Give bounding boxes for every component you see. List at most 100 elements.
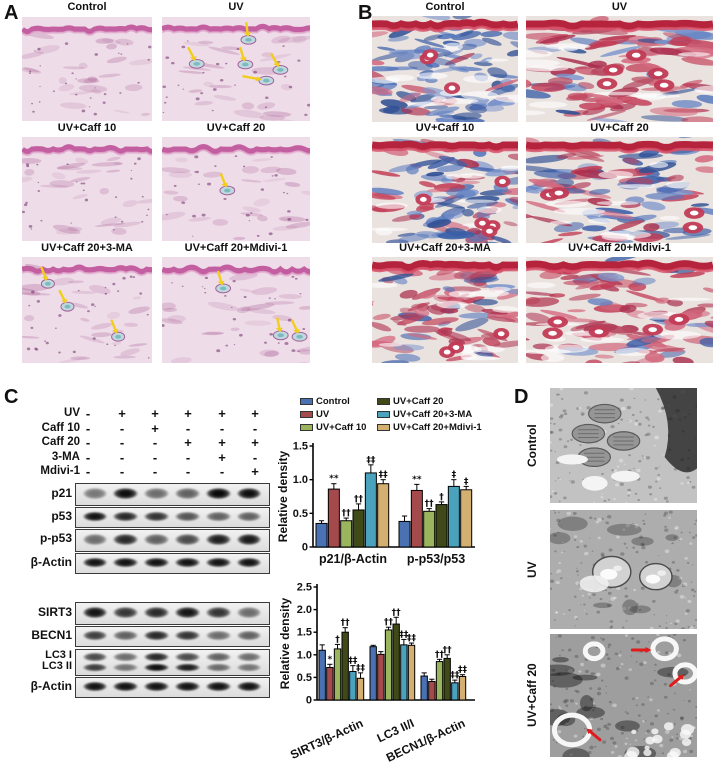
legend-label: UV [316, 409, 330, 420]
blot-band [81, 532, 109, 546]
significance-marker: †† [392, 608, 402, 618]
legend-swatch-icon [377, 424, 390, 431]
treatment-cell: - [85, 435, 91, 450]
significance-marker: ‡‡ [407, 634, 417, 644]
bar [398, 520, 411, 548]
mitochondrion [589, 404, 621, 422]
blot-band [174, 556, 201, 568]
bar [384, 629, 393, 701]
treatment-label-3ma: 3-MA [51, 451, 80, 463]
blot-band [235, 510, 263, 522]
svg-text:1.0: 1.0 [297, 649, 312, 661]
blot-band [235, 532, 263, 546]
treatment-cell: + [184, 406, 192, 421]
blot-band [112, 510, 140, 522]
significance-marker: †† [435, 650, 445, 660]
he-tissue-art [162, 257, 310, 363]
significance-marker: † [439, 492, 444, 502]
panel-a-label-uv: UV [228, 1, 244, 13]
western-blot-β-Actin [75, 553, 270, 574]
treatment-cell: - [185, 421, 191, 436]
arrow [586, 728, 600, 739]
treatment-cell: - [185, 464, 191, 479]
masson-image-uv-caff10 [372, 137, 518, 243]
blot-band [235, 680, 263, 692]
panel-b-label-uv: UV [611, 1, 628, 13]
bar [369, 646, 377, 701]
treatment-cell: + [151, 421, 159, 436]
treatment-cell: + [251, 435, 259, 450]
blot-band [204, 510, 232, 522]
blot-band [81, 680, 109, 692]
masson-image-uv-caff20-mdivi [526, 257, 713, 363]
blot-label-bactin1: β-Actin [30, 555, 72, 569]
legend-entry: UV+Caff 20+3-MA [377, 409, 472, 420]
panel-d-label-control: Control [525, 424, 539, 467]
he-tissue-art [162, 137, 310, 241]
he-image-control [22, 17, 152, 121]
blot-band [81, 510, 109, 522]
panel-a-label-mdivi: UV+Caff 20+Mdivi-1 [184, 242, 288, 254]
blot-band [143, 486, 170, 500]
treatment-label-uv: UV [64, 407, 80, 419]
masson-tissue-art [372, 16, 518, 122]
bar [410, 489, 423, 548]
svg-text:0.5: 0.5 [293, 508, 308, 520]
masson-image-control [372, 16, 518, 122]
x-category-label: p-p53/p53 [407, 552, 465, 566]
panel-b-label-mdivi: UV+Caff 20+Mdivi-1 [568, 242, 671, 254]
blot-band [174, 510, 201, 522]
arrow [189, 48, 197, 61]
legend-entry: UV+Caff 20+Mdivi-1 [377, 422, 482, 433]
svg-text:0.5: 0.5 [297, 672, 312, 684]
svg-text:0: 0 [306, 695, 312, 707]
treatment-cell: + [118, 406, 126, 421]
blot-band [112, 680, 140, 692]
significance-marker: ‡‡ [356, 663, 366, 673]
masson-image-uv-caff20 [526, 137, 713, 243]
bar [400, 644, 408, 701]
treatment-label-caff10: Caff 10 [41, 422, 80, 434]
bar [423, 510, 436, 548]
blot-band [81, 652, 109, 662]
blot-band [112, 652, 140, 662]
treatment-cell: - [85, 450, 91, 465]
panel-b-label-3ma: UV+Caff 20+3-MA [399, 242, 491, 254]
bar [364, 472, 377, 548]
legend-swatch-icon [377, 411, 390, 418]
panel-b-label-control: Control [425, 1, 465, 13]
bar [315, 522, 328, 548]
legend-entry: UV+Caff 20 [377, 396, 443, 407]
blot-label-p21: p21 [51, 486, 72, 500]
blot-band [81, 486, 109, 500]
significance-marker: ‡‡ [348, 656, 358, 666]
blot-band [204, 605, 232, 619]
legend-label: UV+Caff 20+Mdivi-1 [393, 422, 482, 433]
panel-d-letter: D [514, 386, 529, 408]
legend-entry: UV+Caff 10 [300, 422, 366, 433]
blot-label-bactin2: β-Actin [30, 679, 72, 693]
panel-d-label-uv: UV [525, 561, 539, 578]
panel-b-label-caff20: UV+Caff 20 [590, 122, 649, 134]
arrow [240, 48, 247, 62]
legend-label: UV+Caff 10 [316, 422, 367, 433]
blot-label-becn1: BECN1 [31, 628, 72, 642]
panel-c-letter: C [4, 386, 19, 408]
svg-text:0: 0 [302, 542, 308, 554]
tem-art [550, 388, 697, 503]
blot-band [112, 629, 140, 641]
blot-band [143, 532, 170, 546]
blot-band [143, 662, 170, 672]
significance-marker: ‡‡ [450, 671, 460, 681]
masson-tissue-art [526, 257, 713, 363]
blot-band [235, 556, 263, 568]
significance-marker: †† [425, 499, 435, 509]
legend-swatch-icon [300, 411, 313, 418]
blot-band [143, 556, 170, 568]
blot-band [204, 662, 232, 672]
panel-b-label-caff10: UV+Caff 10 [415, 122, 475, 134]
treatment-cell: - [119, 421, 125, 436]
bar [327, 488, 340, 548]
